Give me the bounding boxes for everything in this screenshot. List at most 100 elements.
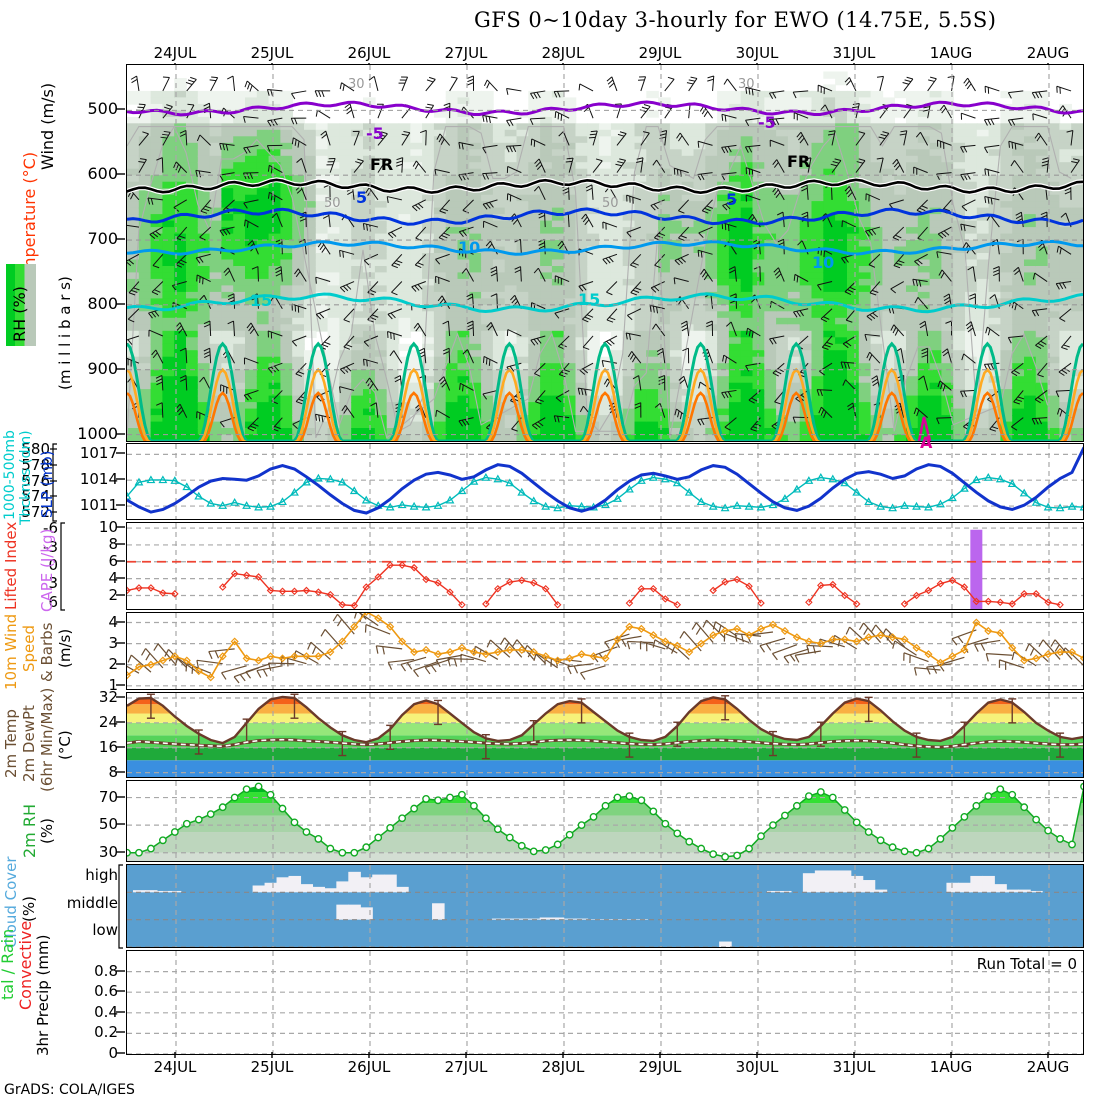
cape-tick-10: 10 [98, 518, 118, 537]
time-tick-1aug: 1AUG [929, 1058, 973, 1076]
thickness-line [127, 476, 1083, 509]
cloud-bar [539, 917, 553, 920]
contour-label-13: 50 [602, 196, 619, 211]
axis-title-2m-dewpt: 2m DewPt [20, 705, 38, 782]
cloud-bar [719, 941, 732, 947]
cloud-bar [982, 875, 995, 893]
contour-label-8: 15 [250, 291, 273, 310]
time-tick-2aug: 2AUG [1026, 44, 1070, 62]
contour-label-10: 30 [348, 77, 365, 92]
upper-air-y-ticks: 500 600 700 800 900 1000 [0, 0, 126, 460]
lifted-index-cape-plot [127, 523, 1083, 609]
time-tick-31jul: 31JUL [832, 44, 876, 62]
cloud-bar [778, 890, 792, 893]
isotherm-plus15 [127, 292, 1083, 314]
contour-label-11: 30 [738, 77, 755, 92]
isotherm-plus5 [127, 207, 1083, 226]
axis-title-slp-mb: SLP (mb) [38, 450, 56, 518]
axis-title-: (%) [20, 896, 38, 922]
cloud-bar [862, 880, 876, 893]
time-tick-1aug: 1AUG [929, 44, 973, 62]
contour-label-7: 10 [812, 253, 835, 272]
cape-tick-2: 2 [108, 585, 118, 604]
precip-tick-0p6: 0.6 [94, 982, 118, 1001]
axis-title-c: (°C) [56, 730, 74, 760]
time-tick-31jul: 31JUL [832, 1058, 876, 1076]
axis-title-m-s: (m/s) [56, 628, 74, 668]
credit-label: GrADS: COLA/IGES [4, 1082, 135, 1098]
time-tick-29jul: 29JUL [638, 1058, 682, 1076]
cloud-bar [623, 919, 637, 920]
precip-tick-0p4: 0.4 [94, 1002, 118, 1021]
upper-air-panel[interactable] [126, 64, 1084, 442]
panel-axis-titles: (m i l l i b a r s) Wind (m/s) Temperature… [0, 0, 126, 1100]
axis-title-2m-rh: 2m RH [20, 804, 39, 858]
temp-line [127, 695, 1083, 745]
cloud-row-low: low [92, 921, 118, 940]
contour-label-4: 5 [356, 188, 368, 207]
upper-air-plot [127, 65, 1083, 441]
bottom-time-axis: 24JUL 25JUL 26JUL 27JUL 28JUL 29JUL 30JUL 31JUL… [0, 1052, 1100, 1080]
cloud-bar [372, 874, 385, 893]
axis-title-cape-j-kg: CAPE (J/kg) [38, 528, 56, 612]
temp-tick-32: 32 [98, 687, 118, 706]
axis-title-10m-wind: 10m Wind [2, 613, 20, 690]
cloud-bar [360, 907, 373, 920]
cape-tick-6: 6 [108, 551, 118, 570]
contour-label-5: 5 [726, 190, 738, 209]
cloud-bar [587, 919, 601, 920]
cloud-cover-panel[interactable] [126, 864, 1084, 948]
wind-tick-2: 2 [108, 654, 118, 673]
axis-title-thcknss-dm: Thcknss (dm) [18, 430, 34, 525]
temp-tick-24: 24 [98, 712, 118, 731]
contour-label-2: FR [370, 155, 394, 174]
wind-speed-plot [127, 613, 1083, 689]
contour-label-14: A [920, 433, 933, 452]
cloud-bar [958, 882, 971, 893]
cloud-bar [802, 873, 816, 893]
time-tick-29jul: 29JUL [638, 44, 682, 62]
cloud-bar [826, 870, 840, 893]
cloud-bar [1030, 890, 1043, 893]
precip-panel[interactable]: Run Total = 0 [126, 950, 1084, 1055]
axis-title-convective: Convective [16, 920, 35, 1010]
cloud-bar [515, 918, 529, 920]
time-tick-28jul: 28JUL [541, 44, 585, 62]
rh-2m-panel[interactable] [126, 780, 1084, 862]
cape-tick-8: 8 [108, 534, 118, 553]
axis-title-tal-rain: tal / Rain [0, 928, 17, 1000]
wind-speed-barbs-panel[interactable] [126, 612, 1084, 690]
thickness-tick-580: 580 [21, 440, 50, 459]
li-tick-minus3: -3 [43, 537, 58, 556]
cape-tick-4: 4 [108, 568, 118, 587]
slp-thickness-plot [127, 444, 1083, 519]
cloud-row-labels: high middle low [0, 860, 126, 955]
temp-tick-16: 16 [98, 737, 118, 756]
wind-tick-3: 3 [108, 633, 118, 652]
temp-dewpoint-panel[interactable] [126, 692, 1084, 778]
axis-title-6hr-min-max: (6hr Min/Max) [38, 687, 56, 792]
precip-tick-0: 0 [108, 1044, 118, 1062]
contour-label-3: FR [787, 152, 811, 171]
cloud-bar [814, 870, 828, 893]
rh-tick-30: 30 [98, 842, 118, 861]
lifted-index-cape-panel[interactable] [126, 522, 1084, 610]
time-tick-26jul: 26JUL [347, 1058, 391, 1076]
isotherm-plus10 [127, 239, 1083, 256]
top-time-axis: 24JUL 25JUL 26JUL 27JUL 28JUL 29JUL 30JUL 31JUL… [0, 44, 1100, 69]
upper-air-tick-700: 700 [87, 229, 118, 249]
axis-title-3hr-precip-mm: 3hr Precip (mm) [34, 934, 52, 1056]
precip-tick-0p2: 0.2 [94, 1023, 118, 1042]
temp-y-ticks: 32 24 16 8 [0, 685, 126, 785]
time-tick-27jul: 27JUL [444, 44, 488, 62]
slp-tick-1017: 1017 [79, 444, 118, 463]
slp-line [127, 446, 1083, 515]
slp-thickness-panel[interactable] [126, 443, 1084, 520]
cloud-bar [252, 885, 266, 893]
isotherm-plus25 [127, 391, 1083, 441]
contour-label-9: 15 [578, 290, 601, 309]
time-tick-2aug: 2AUG [1026, 1058, 1070, 1076]
contour-label-6: 10 [458, 238, 481, 257]
cloud-cover-plot [127, 865, 1083, 947]
axis-title-m-i-l-l-i-b-a-r-s: (m i l l i b a r s) [56, 276, 74, 390]
